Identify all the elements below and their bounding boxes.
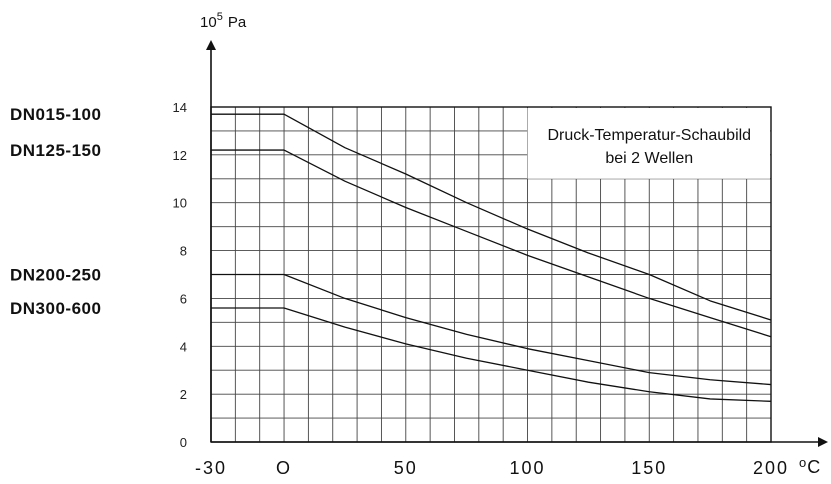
title-box: [527, 108, 770, 179]
x-tick-label: 100: [509, 458, 545, 478]
y-tick-label: 10: [173, 196, 187, 211]
x-tick-label: 50: [394, 458, 418, 478]
y-tick-label: 4: [180, 339, 187, 354]
series-line: [211, 273, 772, 386]
series-labels: DN015-100 DN125-150 DN200-250 DN300-600: [10, 105, 101, 318]
chart-title: Druck-Temperatur-Schaubild: [547, 127, 751, 144]
series-label: DN300-600: [10, 299, 101, 318]
x-tick-label: 200: [753, 458, 789, 478]
y-tick-label: 2: [180, 387, 187, 402]
x-unit-name: C: [807, 457, 820, 477]
series-line: [211, 113, 772, 321]
x-tick-label: -30: [195, 458, 227, 478]
x-tick-labels: -30 O 50 100 150 200: [195, 458, 789, 478]
series-label: DN125-150: [10, 141, 101, 160]
y-tick-label: 14: [173, 100, 187, 115]
series-label: DN200-250: [10, 266, 101, 285]
x-unit-deg: o: [799, 455, 806, 470]
y-tick-label: 0: [180, 435, 187, 450]
chart-subtitle: bei 2 Wellen: [605, 150, 693, 167]
grid: [211, 107, 771, 442]
x-tick-label: 150: [631, 458, 667, 478]
y-unit-exp: 5: [217, 11, 223, 23]
y-unit-base: 10: [200, 14, 217, 31]
y-tick-label: 8: [180, 244, 187, 259]
series-line: [211, 149, 772, 338]
series-label: DN015-100: [10, 105, 101, 124]
y-tick-label: 6: [180, 291, 187, 306]
x-axis-unit: oC: [799, 455, 820, 477]
y-tick-labels: 0 2 4 6 8 10 12 14: [173, 100, 187, 450]
y-axis-unit: 105 Pa: [200, 11, 247, 31]
series-line: [211, 307, 772, 402]
y-unit-name: Pa: [228, 14, 247, 31]
x-tick-label: O: [276, 458, 292, 478]
y-tick-label: 12: [173, 148, 187, 163]
series-lines: [211, 113, 772, 402]
